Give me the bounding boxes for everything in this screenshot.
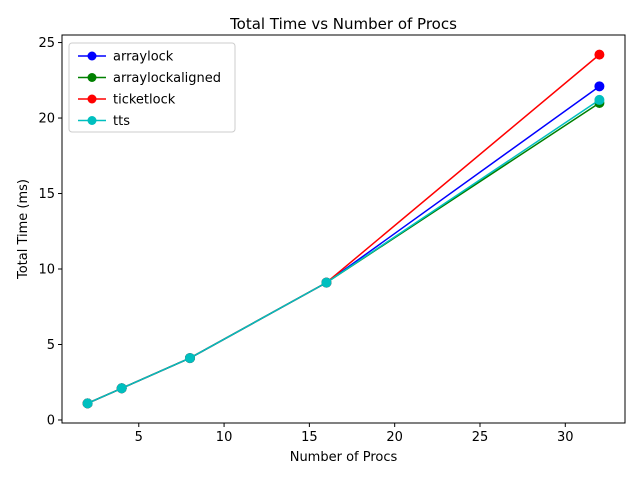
legend-label: arraylockaligned [113, 71, 221, 86]
legend-item-arraylockaligned: arraylockaligned [78, 71, 221, 86]
series-tts [82, 94, 605, 409]
y-axis-label: Total Time (ms) [16, 179, 31, 280]
y-tick-label: 25 [38, 36, 55, 51]
legend: arraylock arraylockaligned ticketlock tts [68, 42, 236, 133]
x-tick-label: 25 [472, 430, 489, 445]
data-point-ticketlock [594, 49, 605, 60]
x-axis-ticks: 5 10 15 20 25 30 [135, 423, 574, 445]
x-tick-label: 30 [557, 430, 574, 445]
data-point-tts [116, 383, 127, 394]
y-tick-label: 15 [38, 187, 55, 202]
legend-item-ticketlock: ticketlock [78, 93, 176, 108]
legend-box [68, 42, 236, 133]
legend-item-arraylock: arraylock [78, 50, 174, 65]
data-point-tts [594, 94, 605, 105]
data-point-tts [321, 277, 332, 288]
x-tick-label: 5 [135, 430, 143, 445]
y-tick-label: 5 [47, 338, 55, 353]
legend-marker [87, 94, 97, 104]
data-point-arraylock [594, 81, 605, 92]
y-tick-label: 20 [38, 112, 55, 127]
data-point-tts [82, 398, 93, 409]
legend-label: arraylock [113, 50, 174, 65]
y-tick-label: 0 [47, 413, 55, 428]
plot-frame [61, 34, 626, 424]
x-tick-label: 10 [216, 430, 233, 445]
x-axis-label: Number of Procs [290, 450, 398, 465]
y-axis-ticks: 0 5 10 15 20 25 [38, 36, 62, 428]
data-point-tts [184, 353, 195, 364]
x-tick-label: 20 [386, 430, 403, 445]
legend-item-tts: tts [78, 114, 130, 129]
series-layer [82, 49, 605, 409]
legend-marker [87, 51, 97, 61]
legend-label: tts [113, 114, 130, 129]
legend-marker [87, 116, 97, 125]
legend-label: ticketlock [113, 93, 176, 108]
y-tick-label: 10 [38, 263, 55, 278]
legend-marker [87, 73, 97, 82]
x-tick-label: 15 [301, 430, 318, 445]
chart-title: Total Time vs Number of Procs [229, 15, 457, 33]
